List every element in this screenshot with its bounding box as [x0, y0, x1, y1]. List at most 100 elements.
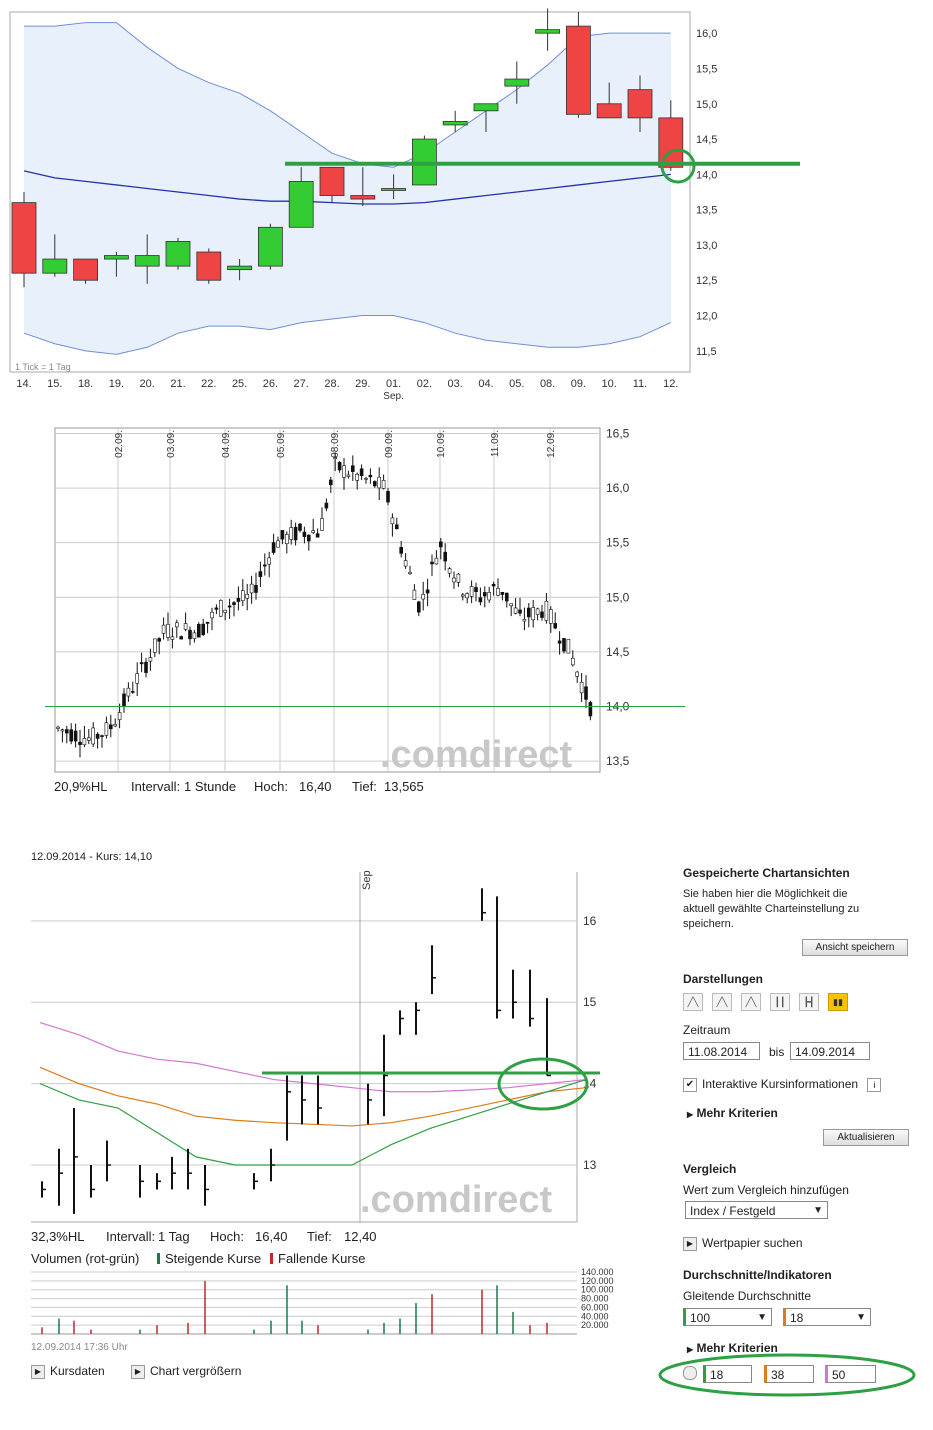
date-label: 12.09. [546, 430, 557, 458]
candle-body [562, 638, 566, 652]
candle-body [258, 571, 263, 577]
indicator-input-2[interactable]: 38 [764, 1365, 814, 1383]
candle-body [188, 629, 192, 640]
candle-body [249, 583, 254, 594]
candle-body [210, 611, 214, 619]
candle-body [504, 78, 530, 87]
candle-body [87, 737, 91, 741]
x-tick-label: 09. [571, 378, 586, 390]
kursdaten-link[interactable]: ▶ Kursdaten [31, 1364, 105, 1379]
from-date-input[interactable]: 11.08.2014 [683, 1042, 760, 1060]
y-tick-label: 13,5 [606, 754, 630, 768]
y-tick-label: 16,0 [696, 28, 717, 40]
candle-body [386, 491, 390, 503]
vergleich-text: Wert zum Vergleich hinzufügen [683, 1183, 849, 1197]
candle-body [65, 729, 69, 734]
save-view-button[interactable]: Ansicht speichern [802, 939, 908, 956]
candle-body [73, 730, 78, 742]
candle-body [425, 589, 430, 594]
candle-body [82, 738, 87, 746]
hl-value: 20,9%HL [54, 779, 107, 794]
bollinger-lower-line [23, 315, 672, 355]
candle-body [482, 592, 487, 597]
y-tick-label: 12,0 [696, 311, 717, 323]
candle-body [364, 478, 368, 480]
line-chart-icon[interactable]: ╱╲ [683, 993, 703, 1011]
darstellungen-title: Darstellungen [683, 972, 764, 986]
high-label: Hoch: [254, 779, 288, 794]
vergleich-select[interactable]: Index / Festgeld ▼ [685, 1201, 828, 1219]
candle-body [302, 531, 307, 537]
candle-body [557, 640, 562, 644]
mehr-kriterien-link[interactable]: ▶ Mehr Kriterien [687, 1106, 778, 1120]
candle-body [69, 729, 73, 742]
x-tick-label: 22. [201, 378, 216, 390]
x-tick-label: 08. [540, 378, 555, 390]
candle-body [165, 241, 191, 267]
y-tick-label: 14,5 [696, 134, 717, 146]
area-chart-icon[interactable]: ╱╲ [741, 993, 761, 1011]
play-icon: ▶ [31, 1364, 45, 1379]
candle-body [368, 474, 373, 478]
check-icon: ✔ [683, 1077, 697, 1092]
y-tick-label: 14,0 [696, 169, 717, 181]
candle-body [109, 724, 113, 730]
indicator-input-3[interactable]: 50 [825, 1365, 876, 1383]
ma-1-select[interactable]: 100 ▼ [683, 1308, 772, 1326]
candlestick-chart-icon[interactable]: ▮▮ [828, 993, 848, 1011]
candle-body [452, 577, 456, 583]
candle-body [544, 600, 549, 621]
candle-body [320, 518, 324, 531]
line-chart-icon[interactable]: ╱╲ [712, 993, 732, 1011]
candle-body [257, 226, 283, 267]
interactive-info-checkbox[interactable]: ✔ Interaktive Kursinformationen i [683, 1077, 886, 1092]
ma-2-select[interactable]: 18 ▼ [783, 1308, 871, 1326]
legend-up-swatch [157, 1253, 160, 1264]
bar-chart-icon[interactable]: ┃┃ [770, 993, 790, 1011]
candle-body [214, 607, 219, 610]
indicator-radio[interactable] [683, 1366, 697, 1380]
candle-body [91, 727, 95, 745]
update-button[interactable]: Aktualisieren [823, 1129, 909, 1146]
watermark: .comdirect [360, 1179, 553, 1221]
info-icon[interactable]: i [867, 1077, 882, 1092]
indicator-input-1[interactable]: 18 [703, 1365, 752, 1383]
wertpapier-suchen-link[interactable]: ▶ Wertpapier suchen [683, 1236, 803, 1251]
candle-body [324, 502, 329, 509]
x-tick-label: 10. [602, 378, 617, 390]
mehr-kriterien-link-2[interactable]: ▶ Mehr Kriterien [687, 1341, 778, 1355]
candle-body [478, 597, 483, 603]
y-tick-label: 15,5 [696, 63, 717, 75]
candle-body [153, 638, 157, 653]
candle-body [288, 181, 314, 228]
candle-body [254, 585, 258, 593]
candle-body [262, 564, 267, 567]
chart-vergroessern-link[interactable]: ▶ Chart vergrößern [131, 1364, 241, 1379]
candle-body [548, 609, 553, 624]
candle-body [447, 568, 452, 574]
candle-body [197, 624, 201, 638]
candle-body [518, 609, 522, 614]
candle-body [126, 687, 131, 697]
play-icon: ▶ [683, 1236, 697, 1251]
hourly-candlestick-chart: 16,516,015,515,014,514,013,502.09. 03.09.… [45, 426, 685, 794]
candle-body [333, 457, 338, 460]
chart3-header: 12.09.2014 - Kurs: 14,10 [31, 851, 153, 863]
zeitraum-label: Zeitraum [683, 1023, 731, 1037]
x-tick-label: 11. [633, 378, 647, 390]
candle-body [535, 29, 560, 34]
candle-body [443, 551, 448, 562]
to-date-input[interactable]: 14.09.2014 [790, 1042, 870, 1060]
volume-title: Volumen (rot-grün) [31, 1251, 139, 1266]
legend-down-swatch [270, 1253, 273, 1264]
candle-body [460, 594, 465, 597]
candle-body [267, 557, 272, 565]
low-label: Tief: [307, 1229, 332, 1244]
ohlc-chart-icon[interactable]: ┣┫ [799, 993, 819, 1011]
low-value: 12,40 [344, 1229, 377, 1244]
x-tick-label: 15. [47, 378, 62, 390]
candle-body [245, 594, 249, 599]
candle-body [298, 523, 302, 531]
candle-body [403, 560, 408, 567]
